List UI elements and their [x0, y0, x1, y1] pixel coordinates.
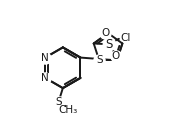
Text: S: S	[96, 55, 103, 65]
Text: N: N	[41, 53, 49, 63]
Text: Cl: Cl	[120, 33, 131, 43]
Text: CH₃: CH₃	[59, 105, 78, 115]
Text: O: O	[101, 28, 109, 38]
Text: N: N	[41, 73, 49, 83]
Text: S: S	[56, 97, 62, 107]
Text: S: S	[105, 38, 113, 51]
Text: O: O	[111, 51, 120, 61]
